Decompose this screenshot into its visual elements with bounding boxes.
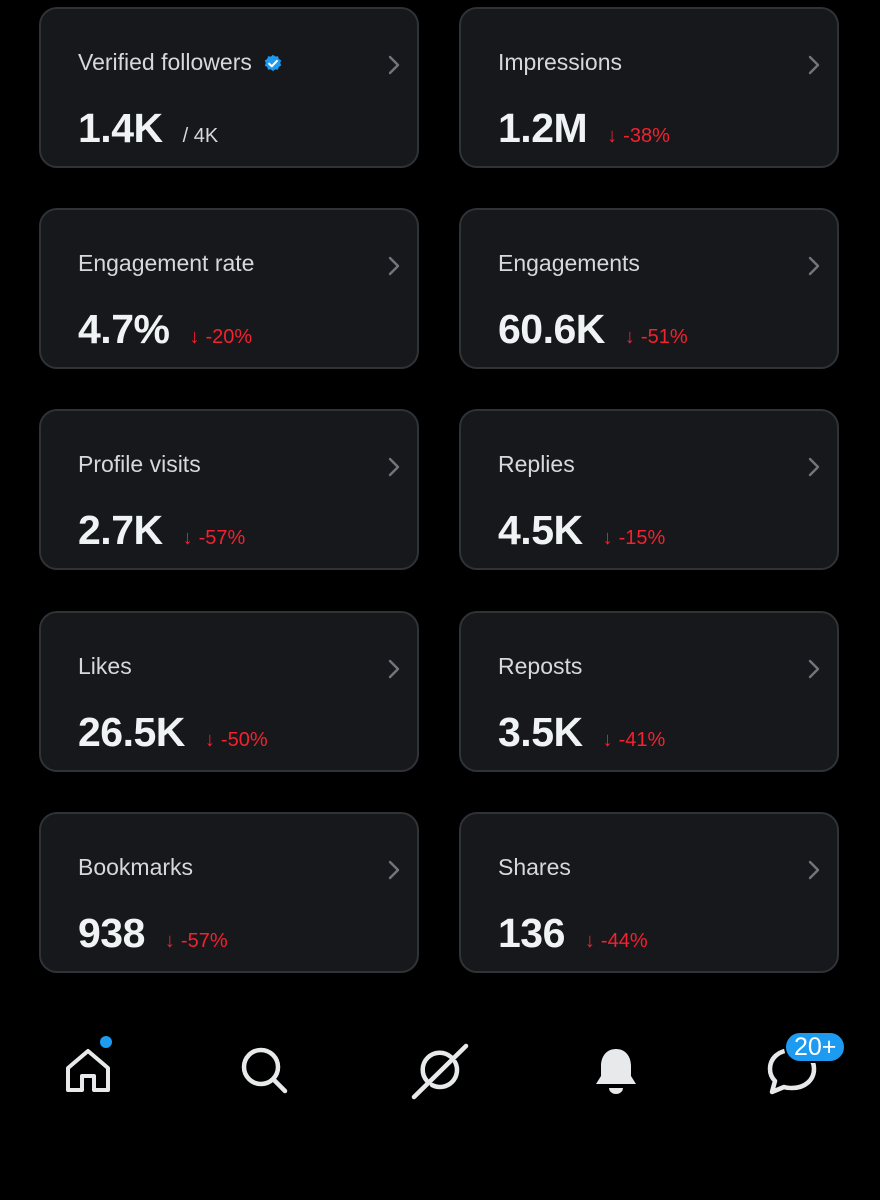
bell-icon	[596, 1049, 636, 1094]
down-arrow-icon: ↓	[584, 930, 595, 952]
metric-value: 3.5K	[498, 709, 583, 755]
down-arrow-icon: ↓	[189, 326, 200, 348]
down-arrow-icon: ↓	[607, 125, 618, 147]
metric-value: 4.5K	[498, 507, 583, 553]
metric-change-value: -41%	[618, 729, 666, 751]
metric-change-value: -15%	[618, 527, 666, 549]
metric-change: ↓ -57%	[183, 527, 246, 550]
metric-value: 136	[498, 910, 565, 956]
metric-value-row: 938 ↓ -57%	[78, 910, 228, 957]
metric-value-row: 26.5K ↓ -50%	[78, 709, 268, 756]
chevron-right-icon	[808, 457, 820, 477]
chevron-right-icon	[388, 55, 400, 75]
chevron-right-icon	[388, 659, 400, 679]
metric-label: Verified followers	[78, 49, 252, 75]
metric-change-value: -44%	[600, 930, 648, 952]
metric-change-value: -51%	[640, 326, 688, 348]
metric-card-bookmarks[interactable]: Bookmarks 938 ↓ -57%	[39, 812, 419, 973]
nav-notifications[interactable]	[586, 1040, 646, 1100]
metric-change: ↓ -44%	[585, 930, 648, 953]
metric-change-value: -57%	[198, 527, 246, 549]
metric-label: Shares	[498, 854, 571, 880]
metric-value-row: 1.2M ↓ -38%	[498, 105, 670, 152]
metric-value-row: 136 ↓ -44%	[498, 910, 648, 957]
metric-change: ↓ -41%	[603, 729, 666, 752]
metric-value: 1.2M	[498, 105, 588, 151]
chevron-right-icon	[808, 256, 820, 276]
messages-count-badge: 20+	[784, 1031, 847, 1063]
metric-change-value: -38%	[623, 125, 670, 147]
metric-card-engagement-rate[interactable]: Engagement rate 4.7% ↓ -20%	[39, 208, 419, 369]
chevron-right-icon	[808, 860, 820, 880]
nav-messages[interactable]: 20+	[762, 1031, 847, 1100]
metric-value: 1.4K	[78, 105, 163, 151]
metric-value-row: 2.7K ↓ -57%	[78, 507, 245, 554]
metric-change-value: -50%	[220, 729, 268, 751]
nav-search[interactable]	[234, 1040, 294, 1100]
metric-value: 938	[78, 910, 145, 956]
metric-change-value: -57%	[180, 930, 228, 952]
messages-icon	[767, 1047, 817, 1095]
metric-change: ↓ -51%	[625, 326, 688, 349]
metric-value: 26.5K	[78, 709, 185, 755]
chevron-right-icon	[388, 256, 400, 276]
metric-value-row: 4.5K ↓ -15%	[498, 507, 665, 554]
metric-value: 2.7K	[78, 507, 163, 553]
metric-label: Bookmarks	[78, 854, 194, 880]
down-arrow-icon: ↓	[182, 527, 193, 549]
down-arrow-icon: ↓	[602, 527, 613, 549]
metric-label: Replies	[498, 451, 575, 477]
down-arrow-icon: ↓	[164, 930, 175, 952]
down-arrow-icon: ↓	[204, 729, 215, 751]
search-icon	[241, 1047, 288, 1094]
chevron-right-icon	[808, 55, 820, 75]
metric-card-shares[interactable]: Shares 136 ↓ -44%	[459, 812, 839, 973]
metric-label: Profile visits	[78, 451, 201, 477]
metric-change: ↓ -57%	[165, 930, 228, 953]
metric-sub-total: / 4K	[182, 125, 219, 147]
down-arrow-icon: ↓	[602, 729, 613, 751]
metric-label: Likes	[78, 653, 132, 679]
metric-card-impressions[interactable]: Impressions 1.2M ↓ -38%	[459, 7, 839, 168]
metric-change: ↓ -15%	[603, 527, 666, 550]
metric-label: Engagement rate	[78, 250, 255, 276]
chevron-right-icon	[808, 659, 820, 679]
grok-icon	[411, 1043, 469, 1100]
metric-label: Impressions	[498, 49, 622, 75]
metric-card-likes[interactable]: Likes 26.5K ↓ -50%	[39, 611, 419, 772]
home-icon	[66, 1049, 110, 1092]
metric-value-row: 60.6K ↓ -51%	[498, 306, 688, 353]
metric-value: 4.7%	[78, 306, 170, 352]
metric-card-replies[interactable]: Replies 4.5K ↓ -15%	[459, 409, 839, 570]
metric-change: ↓ -20%	[189, 326, 252, 349]
metric-value-row: 3.5K ↓ -41%	[498, 709, 665, 756]
metric-value-row: 4.7% ↓ -20%	[78, 306, 252, 353]
metric-card-profile-visits[interactable]: Profile visits 2.7K ↓ -57%	[39, 409, 419, 570]
chevron-right-icon	[388, 860, 400, 880]
metric-value: 60.6K	[498, 306, 605, 352]
metric-value-row: 1.4K / 4K	[78, 105, 218, 152]
metrics-grid: Verified followers 1.4K / 4K Impressions…	[39, 7, 839, 973]
metric-card-engagements[interactable]: Engagements 60.6K ↓ -51%	[459, 208, 839, 369]
metric-change: ↓ -50%	[205, 729, 268, 752]
verified-badge-icon	[264, 54, 282, 71]
metric-change-value: -20%	[205, 326, 253, 348]
down-arrow-icon: ↓	[624, 326, 635, 348]
bottom-nav-bar: 20+	[0, 1020, 880, 1120]
metric-card-verified-followers[interactable]: Verified followers 1.4K / 4K	[39, 7, 419, 168]
chevron-right-icon	[388, 457, 400, 477]
metric-label: Reposts	[498, 653, 583, 679]
metric-label-wrap: Verified followers	[78, 49, 284, 76]
metric-card-reposts[interactable]: Reposts 3.5K ↓ -41%	[459, 611, 839, 772]
metric-label: Engagements	[498, 250, 640, 276]
nav-grok[interactable]	[410, 1040, 470, 1100]
unread-dot-indicator	[98, 1034, 114, 1050]
nav-home[interactable]	[58, 1034, 118, 1100]
metric-change: ↓ -38%	[607, 125, 670, 148]
